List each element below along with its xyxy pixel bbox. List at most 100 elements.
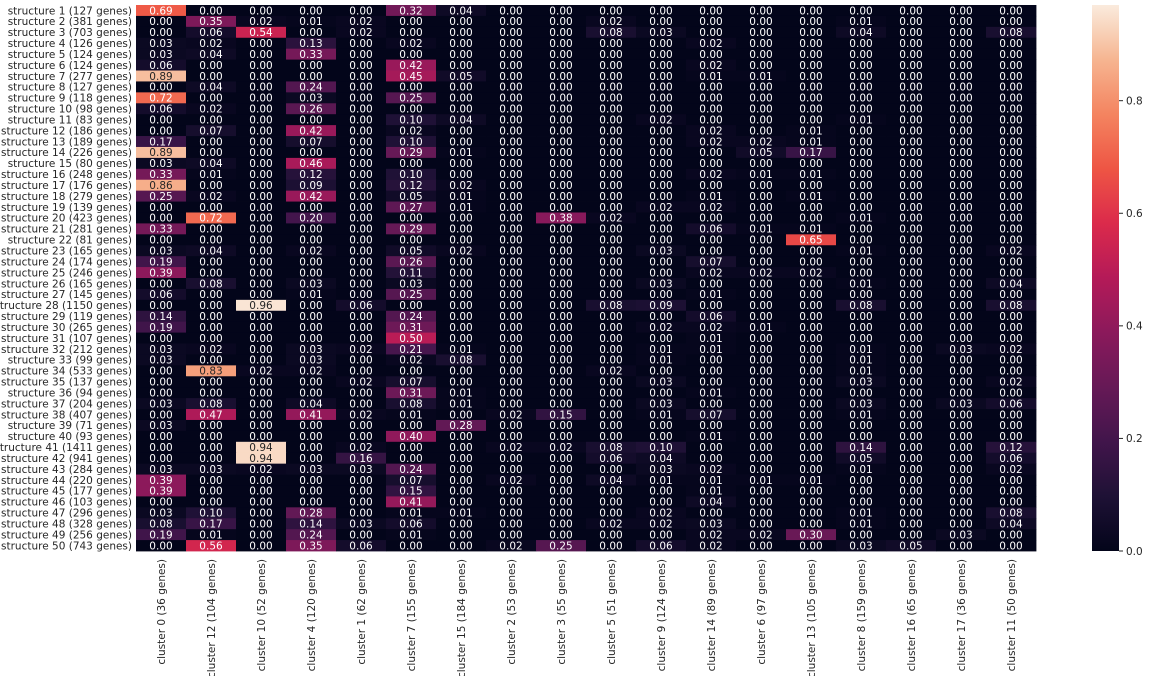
heatmap-cell (686, 278, 737, 290)
heatmap-cell (236, 310, 287, 323)
heatmap-cell (136, 70, 187, 82)
heatmap-cell-label: 0.00 (799, 213, 822, 225)
heatmap-cell-label: 0.00 (949, 333, 972, 345)
heatmap-cell (236, 540, 287, 552)
heatmap-cell-label: 0.00 (549, 136, 572, 148)
heatmap-cell-label: 0.33 (299, 49, 322, 61)
heatmap-cell-label: 0.00 (699, 246, 722, 258)
heatmap-cells (136, 5, 1037, 552)
heatmap-cell-label: 0.00 (899, 519, 922, 531)
heatmap-cell (436, 474, 487, 486)
heatmap-cell (936, 92, 987, 104)
heatmap-cell (386, 114, 437, 126)
heatmap-cell (136, 409, 187, 421)
heatmap-cell (436, 332, 487, 344)
heatmap-cell (986, 354, 1037, 366)
heatmap-cell (836, 398, 887, 410)
heatmap-cell-label: 0.00 (999, 224, 1022, 236)
heatmap-cell-label: 0.02 (199, 38, 222, 50)
heatmap-cell-label: 0.00 (549, 464, 572, 476)
heatmap-cell-label: 0.10 (649, 442, 672, 454)
heatmap-cell-label: 0.00 (249, 333, 272, 345)
heatmap-cell-label: 0.02 (249, 464, 272, 476)
heatmap-cell-label: 0.00 (249, 387, 272, 399)
heatmap-cell (486, 136, 537, 148)
heatmap-cell-label: 0.39 (149, 475, 172, 487)
heatmap-cell (736, 278, 787, 290)
heatmap-cell-label: 0.08 (849, 300, 872, 312)
heatmap-cell-label: 0.00 (249, 377, 272, 389)
heatmap-cell-label: 0.00 (899, 377, 922, 389)
heatmap-cell-label: 0.00 (999, 431, 1022, 443)
heatmap-cell-label: 0.00 (899, 235, 922, 247)
heatmap-cell-label: 0.00 (149, 442, 172, 454)
heatmap-cell (886, 441, 937, 454)
heatmap-cell (136, 48, 187, 60)
heatmap-cell-label: 0.00 (999, 311, 1022, 323)
heatmap-cell-label: 0.00 (849, 289, 872, 301)
heatmap-cell-label: 0.00 (199, 475, 222, 487)
heatmap-cell (936, 376, 987, 388)
heatmap-cell-label: 0.00 (949, 191, 972, 203)
heatmap-cell (836, 201, 887, 213)
heatmap-cell-label: 0.00 (999, 136, 1022, 148)
column-tick-label: cluster 12 (104 genes) (206, 559, 218, 676)
heatmap-cell (986, 234, 1037, 246)
heatmap-cell-label: 0.08 (399, 398, 422, 410)
heatmap-cell (236, 103, 287, 115)
heatmap-cell (486, 321, 537, 333)
heatmap-cell-label: 0.89 (149, 147, 172, 159)
heatmap-cell (936, 190, 987, 202)
row-tick-label: structure 18 (279 genes) (1, 191, 132, 203)
row-tick-label: structure 43 (284 genes) (1, 464, 132, 476)
heatmap-cell (486, 5, 537, 17)
heatmap-cell-label: 0.06 (349, 540, 373, 552)
heatmap-cell-label: 0.00 (649, 256, 672, 268)
heatmap-cell-label: 0.00 (599, 540, 622, 552)
heatmap-cell-label: 0.01 (699, 289, 722, 301)
heatmap-cell (636, 529, 687, 541)
row-tick-label: structure 23 (165 genes) (1, 246, 132, 258)
heatmap-cell (336, 190, 387, 202)
heatmap-cell (736, 37, 787, 50)
heatmap-cell (236, 26, 287, 39)
heatmap-cell-label: 0.02 (499, 540, 522, 552)
heatmap-cell (186, 70, 237, 82)
heatmap-cell-label: 0.00 (799, 322, 822, 334)
heatmap-cell-label: 0.01 (399, 508, 422, 520)
heatmap-cell (786, 354, 837, 366)
heatmap-cell (336, 103, 387, 115)
heatmap-cell-label: 0.00 (249, 125, 272, 137)
heatmap-cell (236, 146, 287, 159)
heatmap-cell (936, 540, 987, 552)
heatmap-cell (936, 398, 987, 410)
heatmap-cell (386, 507, 437, 519)
heatmap-cell (236, 441, 287, 454)
heatmap-cell (686, 529, 737, 541)
heatmap-cell-label: 0.00 (349, 191, 372, 203)
heatmap-cell-label: 0.00 (499, 355, 522, 367)
heatmap-cell-label: 0.15 (399, 486, 422, 498)
heatmap-cell-label: 0.00 (499, 333, 522, 345)
heatmap-cell-label: 0.02 (499, 475, 522, 487)
heatmap-cell-label: 0.30 (799, 529, 822, 541)
heatmap-cell (136, 529, 187, 541)
heatmap-cell (886, 321, 937, 333)
heatmap-cell (986, 376, 1037, 388)
heatmap-cell (286, 168, 337, 181)
heatmap-cell (686, 288, 737, 301)
heatmap-cell (386, 92, 437, 104)
heatmap-cell (186, 518, 237, 530)
heatmap-cell (786, 136, 837, 148)
heatmap-cell-label: 0.00 (149, 125, 172, 137)
heatmap-cell-label: 0.00 (699, 27, 722, 39)
heatmap-cell (536, 179, 587, 192)
heatmap-cell-label: 0.00 (199, 431, 222, 443)
heatmap-cell (686, 190, 737, 202)
heatmap-cell (386, 430, 437, 443)
heatmap-cell (786, 70, 837, 82)
heatmap-cell (436, 343, 487, 355)
heatmap-cell-label: 0.00 (349, 267, 372, 279)
heatmap-cell (336, 299, 387, 312)
heatmap-cell-label: 0.06 (199, 27, 223, 39)
